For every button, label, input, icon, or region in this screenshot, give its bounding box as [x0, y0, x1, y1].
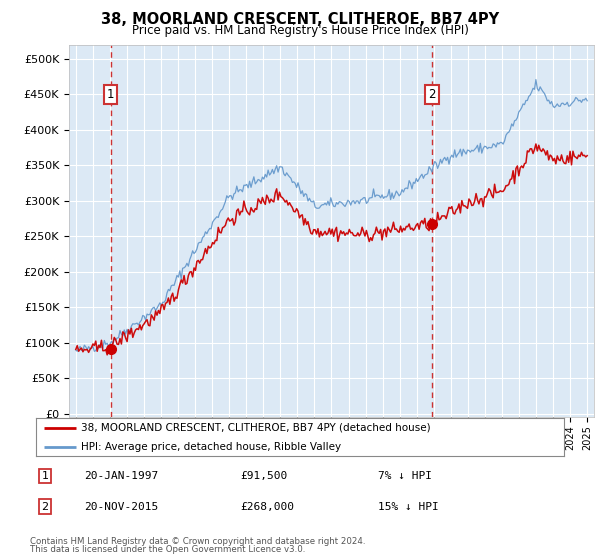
Text: 1: 1	[107, 88, 115, 101]
Text: HPI: Average price, detached house, Ribble Valley: HPI: Average price, detached house, Ribb…	[81, 442, 341, 452]
Text: £268,000: £268,000	[240, 502, 294, 512]
Text: 2: 2	[428, 88, 436, 101]
Text: 20-JAN-1997: 20-JAN-1997	[84, 471, 158, 481]
Text: 1: 1	[41, 471, 49, 481]
Text: 2: 2	[41, 502, 49, 512]
Text: £91,500: £91,500	[240, 471, 287, 481]
Text: 38, MOORLAND CRESCENT, CLITHEROE, BB7 4PY (detached house): 38, MOORLAND CRESCENT, CLITHEROE, BB7 4P…	[81, 423, 431, 433]
Text: 15% ↓ HPI: 15% ↓ HPI	[378, 502, 439, 512]
Text: This data is licensed under the Open Government Licence v3.0.: This data is licensed under the Open Gov…	[30, 545, 305, 554]
Text: 20-NOV-2015: 20-NOV-2015	[84, 502, 158, 512]
Text: Price paid vs. HM Land Registry's House Price Index (HPI): Price paid vs. HM Land Registry's House …	[131, 24, 469, 36]
Text: 7% ↓ HPI: 7% ↓ HPI	[378, 471, 432, 481]
Text: Contains HM Land Registry data © Crown copyright and database right 2024.: Contains HM Land Registry data © Crown c…	[30, 537, 365, 546]
Text: 38, MOORLAND CRESCENT, CLITHEROE, BB7 4PY: 38, MOORLAND CRESCENT, CLITHEROE, BB7 4P…	[101, 12, 499, 27]
